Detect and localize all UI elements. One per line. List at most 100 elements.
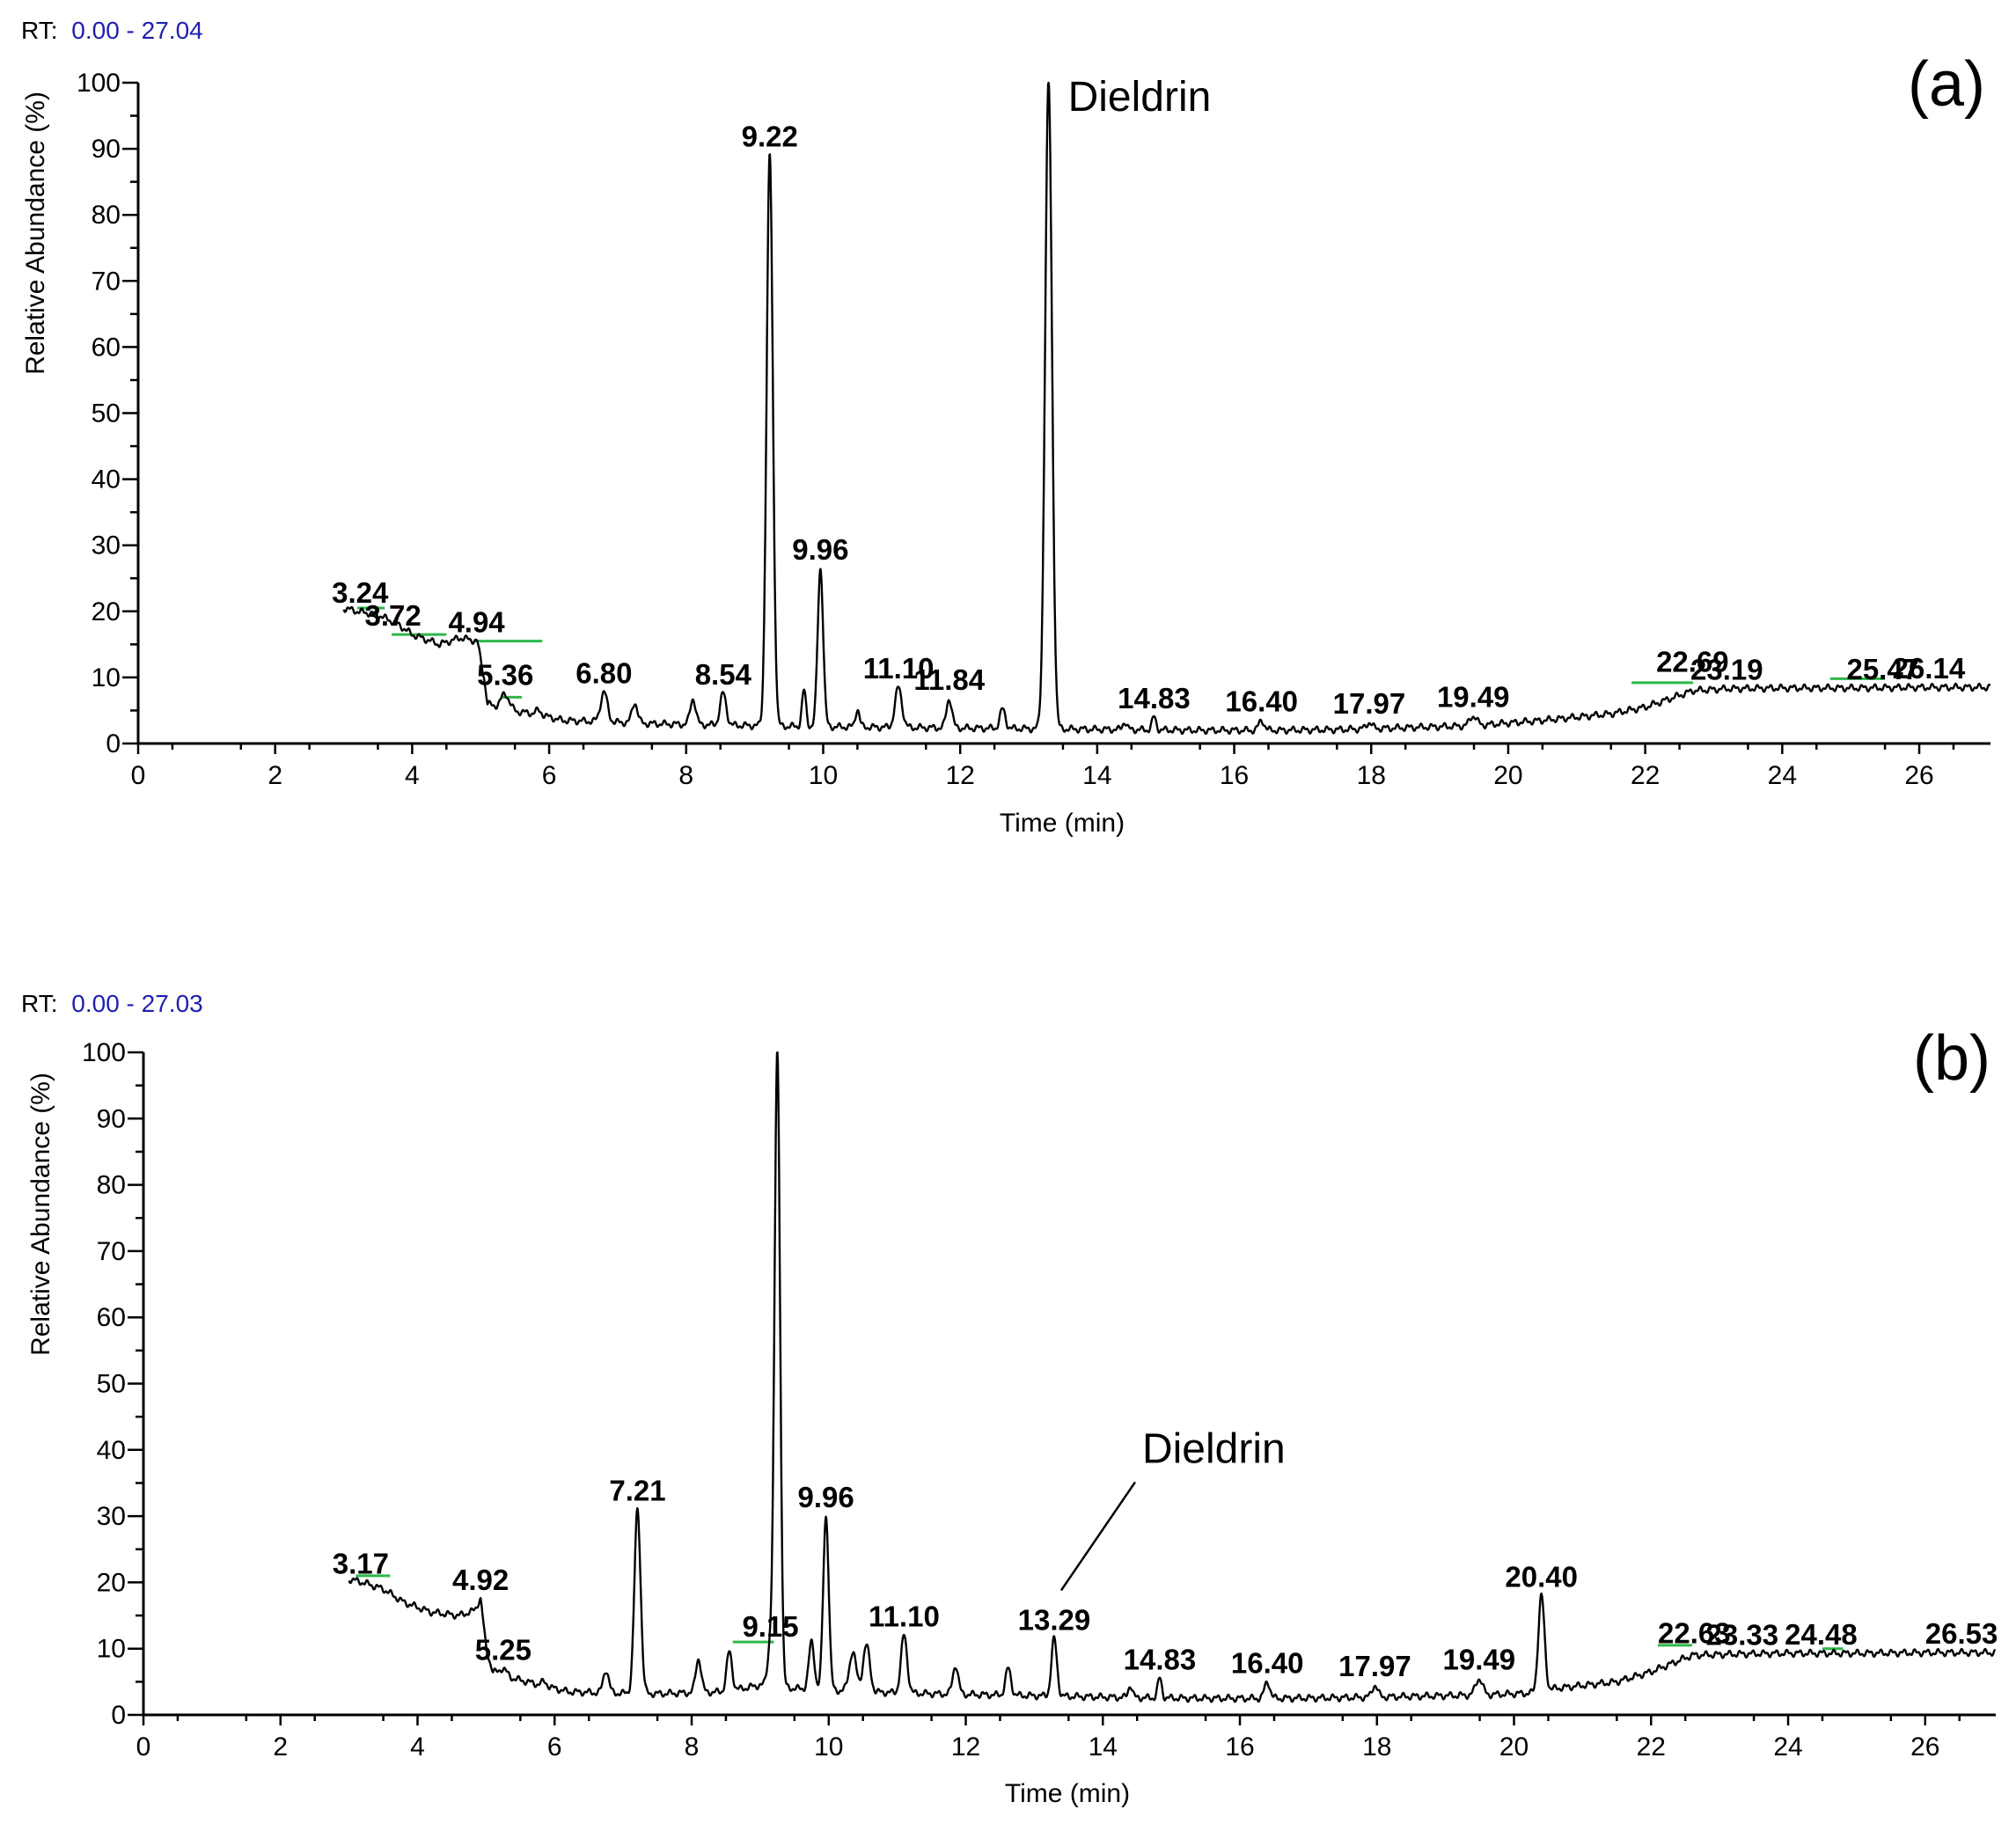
peak-label: 16.40: [1231, 1646, 1304, 1679]
rt-label-a: RT: 0.00 - 27.04: [21, 17, 203, 44]
trace-line-b: [348, 1051, 1997, 1703]
panel-label-b: (b): [1913, 1023, 1990, 1094]
y-tick-label: 100: [77, 69, 121, 98]
x-tick-label: 10: [814, 1732, 843, 1762]
peak-label: 11.10: [869, 1601, 940, 1633]
peak-label: 17.97: [1338, 1650, 1411, 1682]
x-tick-label: 24: [1768, 761, 1797, 790]
peak-label: 19.49: [1437, 680, 1510, 713]
y-axis-title-b: Relative Abundance (%): [26, 1073, 55, 1356]
x-axis-title-a: Time (min): [1000, 809, 1125, 838]
x-tick-label: 22: [1637, 1732, 1666, 1762]
y-tick-label: 20: [92, 597, 121, 626]
y-tick-label: 30: [92, 531, 121, 560]
rt-range-a: 0.00 - 27.04: [71, 17, 202, 44]
x-tick-label: 18: [1357, 761, 1386, 790]
peak-label: 14.83: [1124, 1644, 1197, 1676]
x-tick-label: 26: [1910, 1732, 1939, 1762]
x-tick-label: 8: [685, 1732, 700, 1762]
x-tick-label: 12: [945, 761, 974, 790]
x-tick-label: 14: [1089, 1732, 1118, 1762]
peak-label: 3.72: [364, 599, 421, 632]
x-tick-label: 6: [547, 1732, 562, 1762]
x-tick-label: 20: [1499, 1732, 1528, 1762]
rt-range-b: 0.00 - 27.03: [71, 990, 202, 1017]
compound-leader-line: [1059, 1481, 1137, 1592]
y-tick-label: 0: [106, 729, 121, 758]
peak-label: 5.36: [477, 659, 533, 692]
y-tick-label: 60: [92, 333, 121, 362]
y-axis-title-a: Relative Abundance (%): [21, 92, 50, 375]
peak-label: 22.63: [1658, 1616, 1731, 1649]
y-tick-label: 70: [97, 1237, 126, 1266]
y-tick-label: 100: [82, 1038, 126, 1067]
x-tick-label: 14: [1082, 761, 1111, 790]
rt-prefix-b: RT:: [21, 990, 58, 1017]
x-tick-label: 18: [1362, 1732, 1391, 1762]
peak-label: 25.47: [1846, 653, 1919, 685]
x-tick-label: 26: [1904, 761, 1933, 790]
y-tick-label: 40: [92, 465, 121, 494]
y-tick-label: 0: [111, 1701, 126, 1730]
y-tick-label: 10: [97, 1635, 126, 1664]
rt-prefix-a: RT:: [21, 17, 58, 44]
trace-line-a: [342, 81, 1991, 736]
peak-labels-b: 3.17 4.92 5.25 7.21 9.15 9.96 11.10 13.29 14.83 1…: [333, 1475, 1998, 1683]
axis-ticks-b: 0 2 4 6 8 10 12 14 16 18 20 22 24 2601020304050607080…: [82, 1038, 1961, 1762]
x-tick-label: 10: [809, 761, 838, 790]
chromatogram-panel-a: RT: 0.00 - 27.04 (a) Relative Abundance …: [21, 17, 1991, 838]
peak-label: 11.10: [863, 652, 935, 685]
x-tick-label: 4: [410, 1732, 425, 1762]
peak-label: 22.69: [1656, 646, 1729, 678]
peak-label: 11.84: [913, 663, 985, 696]
axis-ticks-a: 0 2 4 6 8 10 12 14 16 18 20 22 24 2601020304050607080…: [77, 69, 1955, 790]
peak-label: 5.25: [475, 1633, 531, 1666]
x-tick-label: 2: [273, 1732, 288, 1762]
peak-label: 7.21: [609, 1475, 665, 1507]
x-tick-label: 16: [1225, 1732, 1254, 1762]
x-tick-label: 22: [1631, 761, 1660, 790]
y-tick-label: 90: [92, 135, 121, 164]
peak-label: 17.97: [1333, 687, 1406, 720]
x-tick-label: 0: [136, 1732, 151, 1762]
peak-labels-a: 3.243.72 4.94 5.36 6.80 8.54 9.22 9.96 11.1011.…: [332, 121, 1966, 720]
x-tick-label: 16: [1220, 761, 1249, 790]
compound-annotation-b: Dieldrin: [1059, 1425, 1286, 1592]
peak-label: 8.54: [695, 658, 752, 691]
peak-label: 3.17: [333, 1547, 389, 1579]
peak-label: 6.80: [575, 656, 632, 689]
compound-label: Dieldrin: [1142, 1425, 1286, 1472]
peak-label: 20.40: [1505, 1560, 1578, 1593]
rt-label-b: RT: 0.00 - 27.03: [21, 990, 203, 1017]
x-tick-label: 4: [405, 761, 420, 790]
peak-label: 9.96: [798, 1481, 854, 1513]
peak-label: 9.96: [792, 533, 848, 566]
peak-label: 16.40: [1225, 685, 1298, 718]
y-tick-label: 90: [97, 1104, 126, 1133]
x-tick-label: 6: [542, 761, 557, 790]
peak-label: 24.48: [1785, 1618, 1858, 1651]
x-tick-label: 2: [268, 761, 282, 790]
x-tick-label: 12: [951, 1732, 980, 1762]
x-tick-label: 0: [131, 761, 146, 790]
peak-label: 14.83: [1118, 682, 1191, 714]
y-tick-label: 10: [92, 663, 121, 692]
peak-label: 19.49: [1443, 1644, 1516, 1676]
y-tick-label: 20: [97, 1568, 126, 1597]
peak-label: 9.22: [742, 121, 798, 153]
y-tick-label: 80: [97, 1171, 126, 1200]
x-tick-label: 24: [1773, 1732, 1802, 1762]
x-tick-label: 20: [1493, 761, 1522, 790]
y-tick-label: 40: [97, 1436, 126, 1465]
y-tick-label: 60: [97, 1303, 126, 1332]
panel-label-a: (a): [1908, 49, 1985, 120]
peak-label: 9.15: [742, 1610, 798, 1643]
peak-label: 4.94: [448, 606, 505, 639]
peak-label: 13.29: [1018, 1603, 1091, 1636]
compound-label: Dieldrin: [1068, 74, 1212, 121]
y-tick-label: 30: [97, 1502, 126, 1531]
peak-label: 23.19: [1690, 654, 1763, 686]
peak-label: 4.92: [452, 1564, 509, 1596]
peak-label: 3.24: [332, 576, 389, 609]
